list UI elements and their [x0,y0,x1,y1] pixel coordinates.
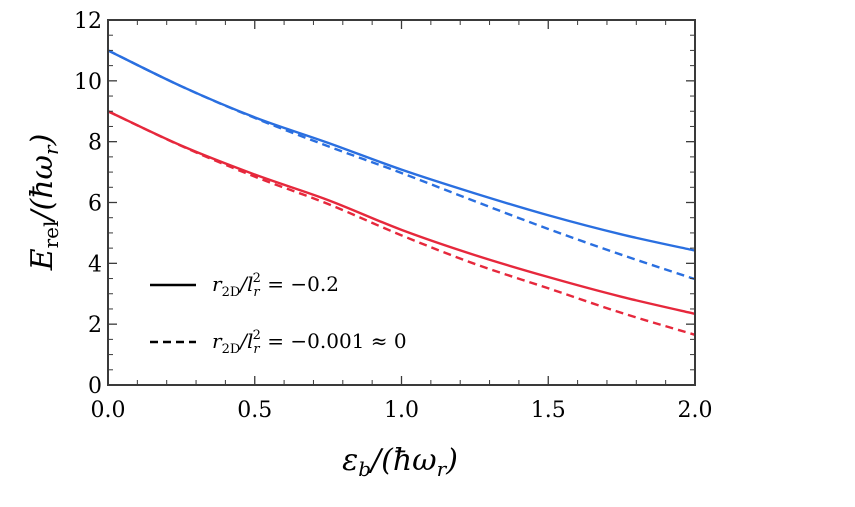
y-tick-label: 6 [88,192,102,217]
y-tick-label: 10 [74,70,102,95]
series-lines [107,49,696,336]
legend: r2D/lr2 = −0.2 r2D/lr2 = −0.001 ≈ 0 [150,271,407,357]
x-tick-label: 2.0 [678,398,713,423]
series-line-red-solid [107,110,696,315]
x-tick-label: 0.0 [91,398,126,423]
x-tick-label: 1.5 [531,398,566,423]
x-tick-label: 0.5 [237,398,272,423]
y-tick-label: 2 [88,313,102,338]
axis-ticks: 0.0 0.5 1.0 1.5 2.0 0 2 4 6 8 10 12 [74,9,713,423]
y-tick-label: 0 [88,374,102,399]
y-tick-label: 4 [88,252,102,277]
series-line-blue-dashed [107,49,696,281]
y-axis-label: Erel/(ħωr) [25,134,63,272]
y-tick-label: 12 [74,9,102,34]
legend-solid-label: r2D/lr2 = −0.2 [212,271,339,300]
y-tick-label: 8 [88,131,102,156]
legend-dashed-label: r2D/lr2 = −0.001 ≈ 0 [212,328,407,357]
x-axis-label: εb/(ħωr) [342,443,458,481]
series-line-red-dashed [107,110,696,336]
x-tick-label: 1.0 [384,398,419,423]
